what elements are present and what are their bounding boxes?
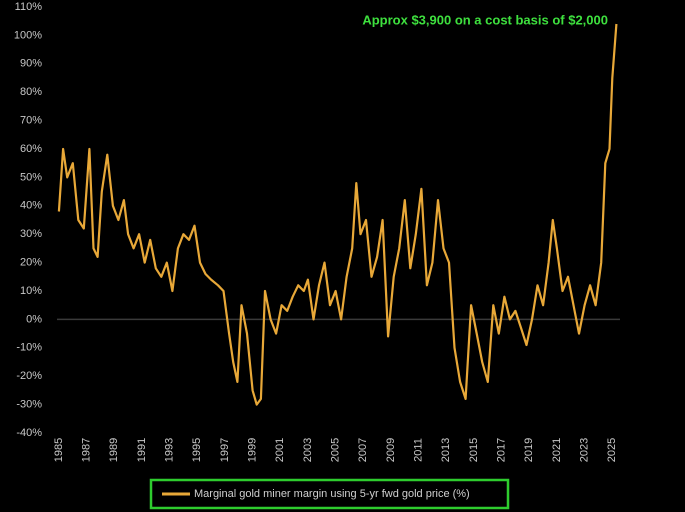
- x-tick-label: 1989: [108, 438, 120, 462]
- y-tick-label: -40%: [16, 427, 42, 439]
- x-tick-label: 1999: [246, 438, 258, 462]
- x-tick-label: 2023: [578, 438, 590, 462]
- y-tick-label: 30%: [20, 228, 42, 240]
- y-tick-label: 20%: [20, 257, 42, 269]
- y-tick-label: -10%: [16, 342, 42, 354]
- y-tick-label: 60%: [20, 143, 42, 155]
- x-tick-label: 1987: [80, 438, 92, 462]
- y-tick-label: -20%: [16, 370, 42, 382]
- series-line: [57, 23, 618, 406]
- x-tick-label: 2013: [440, 438, 452, 462]
- y-tick-label: 10%: [20, 285, 42, 297]
- x-tick-label: 2017: [495, 438, 507, 462]
- x-tick-label: 1991: [136, 438, 148, 462]
- y-tick-label: 110%: [15, 1, 43, 13]
- x-tick-label: 2003: [302, 438, 314, 462]
- x-tick-label: 2007: [357, 438, 369, 462]
- y-tick-label: 40%: [20, 200, 42, 212]
- x-tick-label: 1997: [219, 438, 231, 462]
- x-tick-label: 1995: [191, 438, 203, 462]
- x-tick-label: 2019: [523, 438, 535, 462]
- x-tick-label: 2009: [385, 438, 397, 462]
- y-tick-label: 90%: [20, 58, 42, 70]
- x-tick-label: 2025: [606, 438, 618, 462]
- y-tick-label: 70%: [20, 115, 42, 127]
- y-tick-label: 50%: [20, 171, 42, 183]
- x-tick-label: 1985: [53, 438, 65, 462]
- x-tick-label: 2005: [329, 438, 341, 462]
- y-tick-label: 100%: [14, 29, 42, 41]
- x-tick-label: 2015: [468, 438, 480, 462]
- x-tick-label: 2011: [412, 438, 424, 462]
- x-tick-label: 2001: [274, 438, 286, 462]
- x-tick-label: 1993: [163, 438, 175, 462]
- y-tick-label: 80%: [20, 86, 42, 98]
- y-tick-label: -30%: [16, 399, 42, 411]
- annotation: Approx $3,900 on a cost basis of $2,000: [362, 12, 608, 27]
- x-tick-label: 2021: [551, 438, 563, 462]
- y-tick-label: 0%: [26, 313, 42, 325]
- legend-label: Marginal gold miner margin using 5-yr fw…: [194, 488, 470, 500]
- legend-box: [149, 478, 510, 510]
